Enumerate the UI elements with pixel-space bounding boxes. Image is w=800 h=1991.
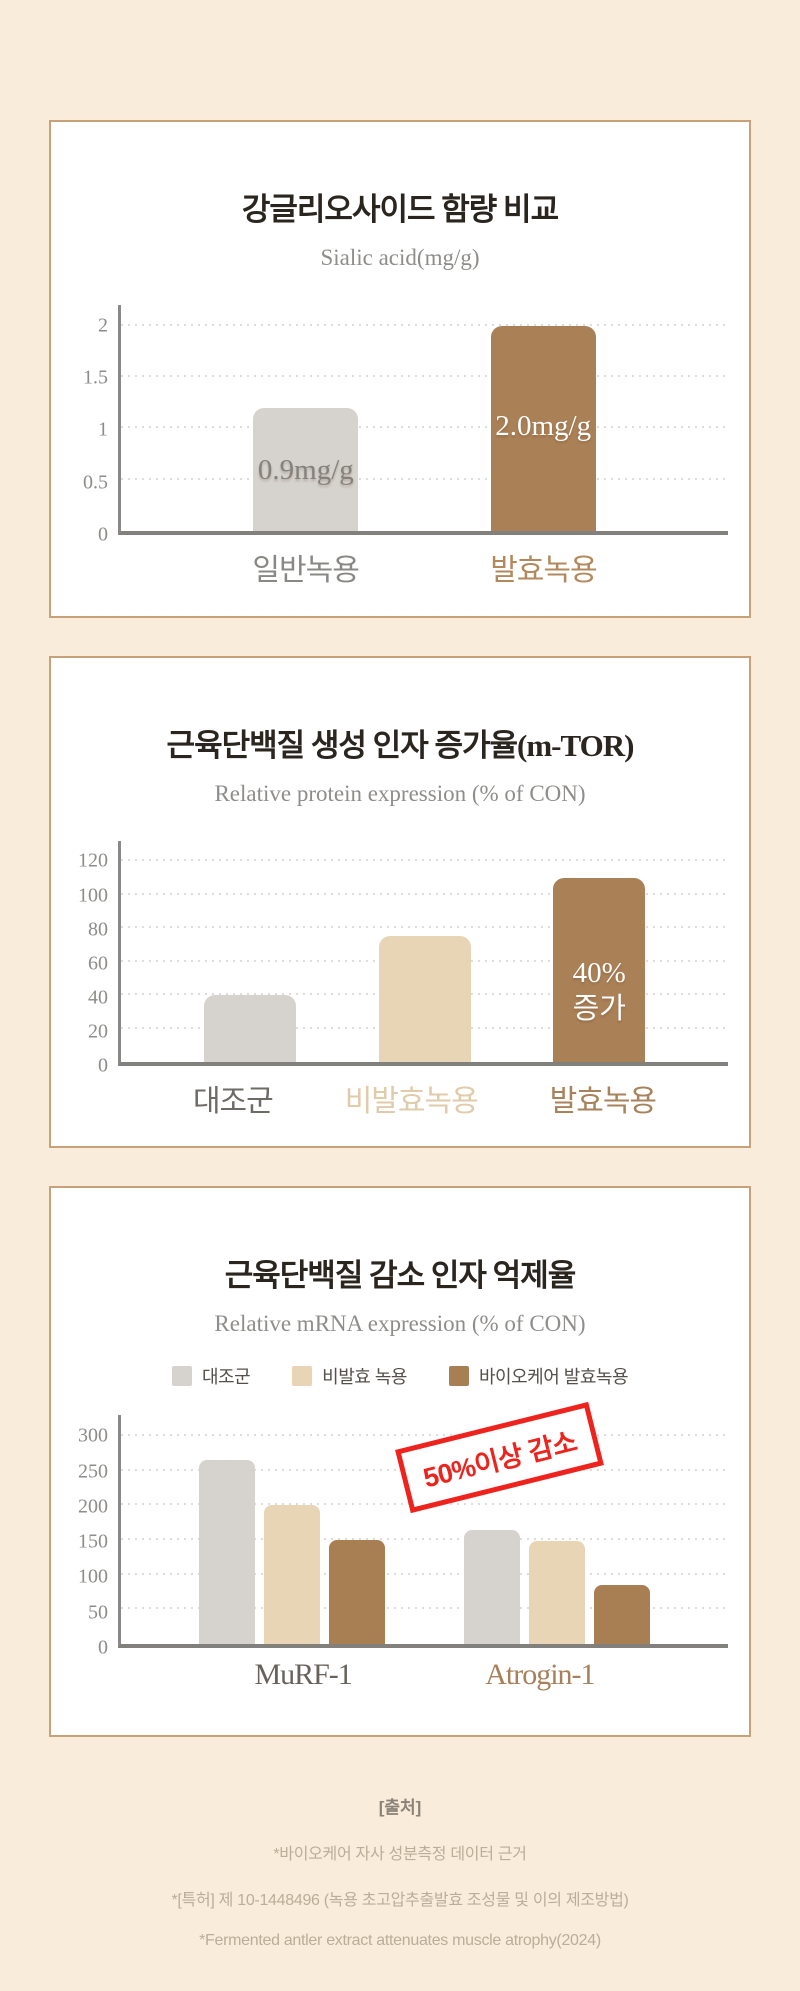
legend-item: 비발효 녹용	[292, 1363, 407, 1389]
gridline	[121, 477, 728, 480]
bar-value-label: 2.0mg/g	[495, 409, 592, 442]
gridline	[121, 1607, 728, 1610]
gridline	[121, 426, 728, 429]
gridline	[121, 323, 728, 326]
chart-legend: 대조군 비발효 녹용 바이오케어 발효녹용	[51, 1363, 749, 1389]
bar-비발효 녹용-Atrogin-1	[528, 1541, 585, 1644]
bar-바이오케어 발효녹용-Atrogin-1	[593, 1585, 650, 1644]
bar-일반녹용: 0.9mg/g	[253, 407, 359, 531]
legend-swatch	[448, 1366, 469, 1386]
chart-subtitle: Relative protein expression (% of CON)	[214, 781, 586, 806]
y-tick-label: 120	[78, 849, 108, 872]
y-tick-label: 0	[98, 523, 108, 546]
chart-card-atrophy: 근육단백질 감소 인자 억제율 Relative mRNA expression…	[49, 1186, 751, 1737]
chart-title: 근육단백질 감소 인자 억제율	[224, 1258, 577, 1293]
bar-group-MuRF-1	[199, 1415, 386, 1644]
x-label-비발효녹용: 비발효녹용	[344, 1085, 479, 1118]
bar-대조군	[203, 995, 296, 1062]
gridline	[121, 859, 728, 862]
bar-비발효 녹용-MuRF-1	[264, 1505, 321, 1644]
chart-card-mtor: 근육단백질 생성 인자 증가율(m-TOR) Relative protein …	[49, 656, 751, 1148]
legend-item: 바이오케어 발효녹용	[448, 1363, 629, 1389]
x-label-대조군: 대조군	[192, 1085, 274, 1118]
source-line: *바이오케어 자사 성분측정 데이터 근거	[273, 1846, 527, 1863]
chart-title: 강글리오사이드 함량 비교	[241, 192, 559, 227]
y-tick-label: 0.5	[83, 471, 108, 494]
chart-plot-row: 0 20 40 60 80 100 120 40% 증가	[60, 841, 728, 1077]
gridline	[121, 892, 728, 895]
y-tick-label: 100	[78, 1565, 108, 1588]
plot-area: 0.9mg/g 2.0mg/g	[118, 305, 728, 535]
bar-발효녹용: 40% 증가	[553, 877, 646, 1062]
legend-swatch	[171, 1366, 192, 1386]
chart-plot-row: 0 50 100 150 200 250 300 50%이상 감소	[60, 1401, 728, 1659]
gridline	[121, 1572, 728, 1575]
gridline	[121, 1537, 728, 1540]
y-tick-label: 20	[88, 1020, 108, 1043]
chart-plot-row: 0 0.5 1 1.5 2 0.9mg/g 2.0mg/g	[60, 305, 728, 546]
bar-value-label: 0.9mg/g	[257, 454, 354, 487]
y-tick-label: 250	[78, 1460, 108, 1482]
legend-item: 대조군	[171, 1363, 251, 1389]
source-line: *[특허] 제 10-1448496 (녹용 초고압추출발효 조성물 및 이의 …	[171, 1892, 629, 1909]
y-tick-label: 60	[88, 952, 108, 975]
gridline	[121, 926, 728, 929]
source-footer: [출처] *바이오케어 자사 성분측정 데이터 근거 *[특허] 제 10-14…	[0, 1793, 800, 1950]
x-label-MuRF-1: MuRF-1	[254, 1658, 352, 1691]
y-tick-label: 50	[88, 1601, 108, 1624]
legend-swatch	[292, 1366, 313, 1386]
x-axis-labels: 대조군 비발효녹용 발효녹용	[121, 1076, 728, 1120]
bars-container: 0.9mg/g 2.0mg/g	[121, 305, 728, 531]
bars-container	[121, 1415, 728, 1644]
bar-발효녹용: 2.0mg/g	[490, 325, 596, 531]
y-tick-label: 0	[98, 1054, 108, 1077]
legend-label: 대조군	[201, 1367, 251, 1387]
x-axis-labels: MuRF-1 Atrogin-1	[121, 1658, 728, 1692]
x-label-일반녹용: 일반녹용	[252, 554, 359, 587]
y-tick-label: 300	[78, 1424, 108, 1447]
y-tick-label: 80	[88, 918, 108, 941]
legend-label: 바이오케어 발효녹용	[478, 1367, 629, 1387]
y-tick-label: 0	[98, 1636, 108, 1659]
y-axis-ticks: 0 50 100 150 200 250 300	[60, 1415, 118, 1659]
chart-title: 근육단백질 생성 인자 증가율(m-TOR)	[166, 728, 635, 763]
bars-container: 40% 증가	[121, 841, 728, 1062]
bar-바이오케어 발효녹용-MuRF-1	[329, 1539, 386, 1644]
legend-label: 비발효 녹용	[322, 1367, 407, 1387]
y-tick-label: 2	[98, 314, 108, 337]
y-axis-ticks: 0 20 40 60 80 100 120	[60, 841, 118, 1077]
y-tick-label: 200	[78, 1495, 108, 1518]
x-axis-labels: 일반녹용 발효녹용	[121, 545, 728, 589]
bar-비발효녹용	[378, 936, 471, 1062]
y-tick-label: 1	[98, 418, 108, 441]
bar-group-Atrogin-1	[463, 1415, 650, 1644]
y-tick-label: 1.5	[83, 366, 108, 389]
gridline	[121, 374, 728, 377]
chart-card-ganglioside: 강글리오사이드 함량 비교 Sialic acid(mg/g) 0 0.5 1 1.5…	[49, 120, 751, 618]
plot-area: 50%이상 감소	[118, 1401, 728, 1648]
y-tick-label: 100	[78, 884, 108, 907]
y-tick-label: 40	[88, 986, 108, 1009]
chart-subtitle: Sialic acid(mg/g)	[320, 245, 480, 270]
gridline	[121, 1433, 728, 1436]
y-tick-label: 150	[78, 1530, 108, 1553]
source-header: [출처]	[378, 1798, 422, 1817]
bar-대조군-Atrogin-1	[463, 1529, 520, 1644]
bar-대조군-MuRF-1	[199, 1460, 256, 1644]
x-label-발효녹용: 발효녹용	[490, 554, 597, 587]
x-label-Atrogin-1: Atrogin-1	[485, 1658, 595, 1691]
y-axis-ticks: 0 0.5 1 1.5 2	[60, 305, 118, 545]
x-label-발효녹용: 발효녹용	[549, 1085, 657, 1118]
source-line: *Fermented antler extract attenuates mus…	[199, 1932, 601, 1949]
bar-value-label: 40% 증가	[572, 957, 626, 1026]
plot-area: 40% 증가	[118, 841, 728, 1066]
chart-subtitle: Relative mRNA expression (% of CON)	[214, 1311, 586, 1336]
